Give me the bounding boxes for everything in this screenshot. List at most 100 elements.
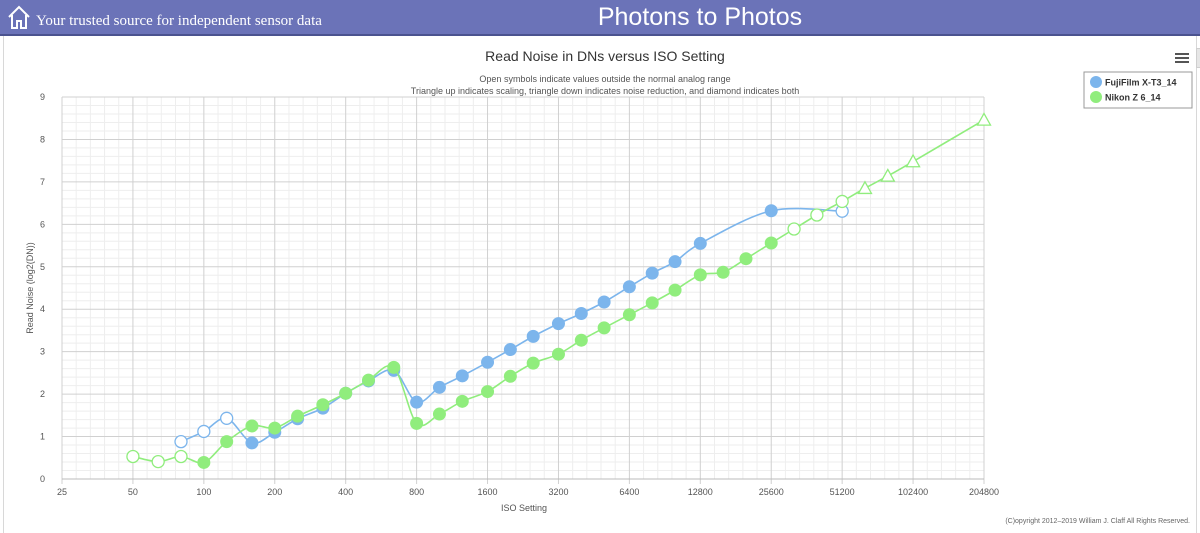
site-tagline: Your trusted source for independent sens…	[36, 13, 322, 29]
data-point-fuji	[574, 306, 588, 320]
x-tick-label: 400	[338, 487, 353, 497]
data-point-fuji	[245, 436, 259, 450]
y-tick-label: 6	[40, 219, 45, 229]
x-tick-labels: 25 50 100 200 400 800 1600 3200 6400 12800 25600 51…	[57, 487, 999, 497]
data-point-nikon	[645, 296, 659, 310]
x-tick-label: 51200	[830, 487, 855, 497]
data-point-nikon	[503, 369, 517, 383]
data-point-fuji	[622, 280, 636, 294]
minor-grid	[62, 97, 984, 479]
data-point-fuji	[597, 295, 611, 309]
data-point-nikon	[220, 435, 234, 449]
y-axis-label: Read Noise (log2(DN))	[25, 242, 35, 334]
data-point-nikon	[197, 455, 211, 469]
data-point-fuji	[503, 343, 517, 357]
data-point-nikon	[764, 236, 778, 250]
hamburger-menu-icon[interactable]	[1175, 53, 1189, 64]
legend-label-fuji: FujiFilm X-T3_14	[1105, 78, 1177, 88]
series-fuji	[174, 204, 849, 450]
data-point-fuji	[764, 204, 778, 218]
data-point-fuji	[455, 369, 469, 383]
data-point-nikon	[693, 268, 707, 282]
data-point-fuji	[174, 434, 188, 449]
home-icon[interactable]	[7, 4, 31, 30]
data-point-fuji	[526, 329, 540, 343]
y-tick-label: 0	[40, 474, 45, 484]
data-point-nikon	[245, 419, 259, 433]
data-point-nikon	[787, 222, 801, 236]
data-point-nikon	[716, 265, 730, 279]
data-point-fuji	[481, 355, 495, 369]
data-point-nikon	[481, 385, 495, 399]
data-point-nikon	[410, 416, 424, 430]
y-tick-label: 8	[40, 134, 45, 144]
read-noise-chart: 0 1 2 3 4 5 6 7 8 9 25 50 100 200 400 800 1600 3200 6400 1…	[25, 48, 1193, 525]
data-point-nikon	[174, 449, 188, 464]
legend-box	[1083, 71, 1193, 109]
x-tick-label: 100	[196, 487, 211, 497]
x-tick-label: 6400	[619, 487, 639, 497]
side-panel-tab[interactable]	[1196, 48, 1200, 68]
data-point-fuji	[693, 236, 707, 250]
data-point-nikon	[574, 333, 588, 347]
y-tick-label: 9	[40, 92, 45, 102]
chart-subtitle-line-1: Open symbols indicate values outside the…	[479, 74, 730, 84]
data-point-nikon	[880, 168, 896, 182]
y-tick-label: 1	[40, 432, 45, 442]
major-grid	[61, 96, 985, 484]
data-point-nikon	[432, 407, 446, 421]
data-point-fuji	[410, 395, 424, 409]
legend-label-nikon: Nikon Z 6_14	[1105, 93, 1161, 103]
data-point-nikon	[597, 321, 611, 335]
data-point-nikon	[339, 386, 353, 400]
data-point-nikon	[291, 409, 305, 423]
data-point-nikon	[151, 454, 165, 469]
data-point-fuji	[551, 317, 565, 331]
x-tick-label: 102400	[898, 487, 928, 497]
x-tick-label: 204800	[969, 487, 999, 497]
y-tick-label: 3	[40, 347, 45, 357]
data-point-nikon	[455, 394, 469, 408]
copyright-notice: (C)opyright 2012–2019 William J. Claff A…	[1005, 518, 1190, 525]
chart-subtitle-line-2: Triangle up indicates scaling, triangle …	[411, 86, 799, 96]
x-tick-label: 50	[128, 487, 138, 497]
data-point-nikon	[268, 421, 282, 435]
data-point-fuji	[220, 411, 234, 425]
y-tick-label: 5	[40, 262, 45, 272]
x-tick-label: 25600	[759, 487, 784, 497]
data-point-fuji	[645, 266, 659, 280]
x-axis-label: ISO Setting	[501, 503, 547, 513]
data-point-nikon	[668, 283, 682, 297]
series-nikon	[126, 112, 992, 469]
data-point-nikon	[976, 112, 992, 126]
y-tick-labels: 0 1 2 3 4 5 6 7 8 9	[40, 92, 45, 484]
right-border	[1196, 36, 1197, 533]
data-point-nikon	[857, 180, 873, 195]
data-point-nikon	[387, 360, 401, 374]
data-point-nikon	[905, 153, 921, 168]
legend-symbol-fuji	[1090, 76, 1102, 88]
data-point-fuji	[668, 255, 682, 269]
x-tick-label: 800	[409, 487, 424, 497]
x-tick-label: 25	[57, 487, 67, 497]
data-point-nikon	[622, 308, 636, 322]
data-point-nikon	[835, 194, 849, 209]
x-tick-label: 1600	[478, 487, 498, 497]
y-tick-label: 4	[40, 304, 45, 314]
data-point-nikon	[316, 398, 330, 412]
legend-item-nikon[interactable]: Nikon Z 6_14	[1090, 91, 1161, 103]
data-point-fuji	[432, 380, 446, 394]
x-tick-label: 12800	[688, 487, 713, 497]
y-tick-label: 7	[40, 177, 45, 187]
data-point-nikon	[526, 356, 540, 370]
site-title[interactable]: Photons to Photos	[597, 3, 803, 31]
site-header: Your trusted source for independent sens…	[0, 0, 1200, 36]
data-point-nikon	[551, 347, 565, 361]
legend: FujiFilm X-T3_14 Nikon Z 6_14	[1083, 71, 1193, 109]
data-point-nikon	[739, 252, 753, 266]
legend-item-fuji[interactable]: FujiFilm X-T3_14	[1090, 76, 1177, 88]
x-tick-label: 200	[267, 487, 282, 497]
data-point-nikon	[362, 373, 376, 387]
data-point-fuji	[197, 424, 211, 439]
chart-title: Read Noise in DNs versus ISO Setting	[485, 48, 725, 64]
